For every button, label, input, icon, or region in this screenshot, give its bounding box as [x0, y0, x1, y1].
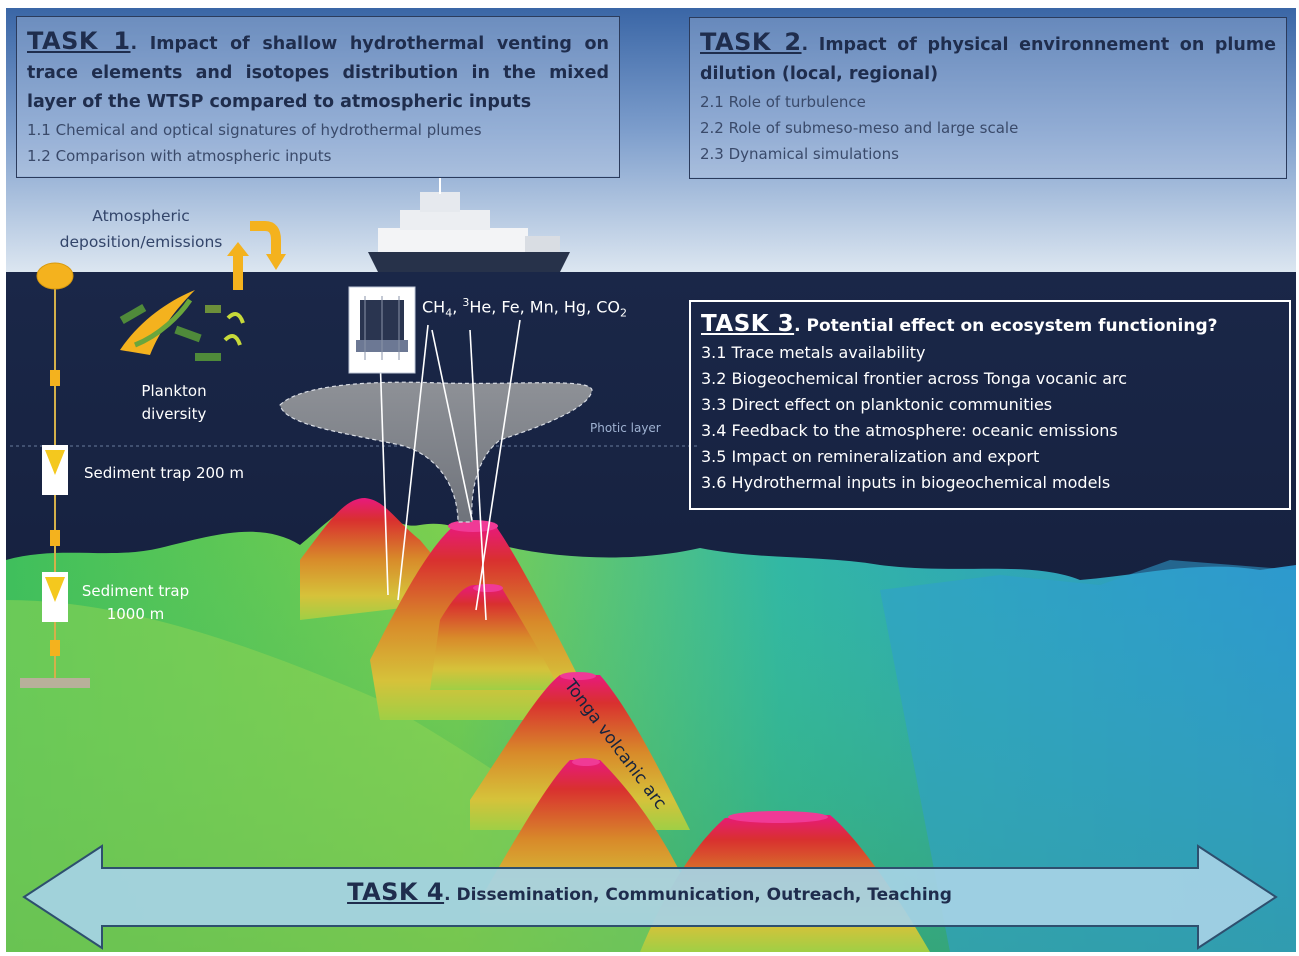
- task-1-heading: TASK 1. Impact of shallow hydrothermal v…: [27, 27, 609, 117]
- tracer-ch: CH: [422, 297, 446, 317]
- task-4-title: . Dissemination, Communication, Outreach…: [444, 885, 952, 905]
- sediment-trap-200-label: Sediment trap 200 m: [84, 464, 244, 482]
- plankton-label: Plankton diversity: [124, 380, 224, 426]
- tracer-co-sub: 2: [620, 306, 628, 320]
- atmospheric-label: Atmospheric deposition/emissions: [36, 203, 246, 255]
- task-3-item: 3.6 Hydrothermal inputs in biogeochemica…: [701, 473, 1111, 492]
- task-1-item: 1.2 Comparison with atmospheric inputs: [27, 147, 332, 165]
- task-2-item: 2.3 Dynamical simulations: [700, 145, 899, 163]
- task-4-number: TASK 4: [347, 878, 445, 906]
- task-3-title: . Potential effect on ecosystem function…: [794, 316, 1218, 336]
- tracer-ch-sub: 4: [445, 306, 453, 320]
- tracer-rest: He, Fe, Mn, Hg, CO: [469, 297, 621, 317]
- task-2-item: 2.1 Role of turbulence: [700, 93, 866, 111]
- plankton-label-line1: Plankton: [141, 382, 207, 400]
- sediment-trap-1000-line2: 1000 m: [106, 605, 165, 623]
- task-1-box: TASK 1. Impact of shallow hydrothermal v…: [16, 16, 620, 178]
- task-2-item: 2.2 Role of submeso-meso and large scale: [700, 119, 1019, 137]
- atmospheric-label-line2: deposition/emissions: [59, 233, 223, 251]
- task-3-heading: TASK 3. Potential effect on ecosystem fu…: [701, 310, 1279, 340]
- sediment-trap-1000-line1: Sediment trap: [81, 582, 190, 600]
- task-3-box: TASK 3. Potential effect on ecosystem fu…: [689, 300, 1291, 510]
- atmospheric-label-line1: Atmospheric: [92, 207, 190, 225]
- task-3-item: 3.5 Impact on remineralization and expor…: [701, 447, 1040, 466]
- task-4-label: TASK 4. Dissemination, Communication, Ou…: [0, 878, 1299, 906]
- task-2-title: . Impact of physical environnement on pl…: [700, 35, 1276, 84]
- photic-layer-label: Photic layer: [590, 421, 661, 435]
- task-2-number: TASK 2: [700, 28, 802, 56]
- sediment-trap-1000-label: Sediment trap 1000 m: [78, 580, 193, 626]
- task-3-number: TASK 3: [701, 311, 795, 337]
- task-1-item: 1.1 Chemical and optical signatures of h…: [27, 121, 482, 139]
- task-3-item: 3.3 Direct effect on planktonic communit…: [701, 395, 1053, 414]
- task-3-item: 3.1 Trace metals availability: [701, 343, 926, 362]
- tracers-label: CH4, 3He, Fe, Mn, Hg, CO2: [422, 296, 628, 320]
- plankton-label-line2: diversity: [141, 405, 207, 423]
- task-3-item: 3.2 Biogeochemical frontier across Tonga…: [701, 369, 1128, 388]
- task-3-item: 3.4 Feedback to the atmosphere: oceanic …: [701, 421, 1118, 440]
- task-1-title: . Impact of shallow hydrothermal venting…: [27, 34, 609, 112]
- task-1-number: TASK 1: [27, 27, 131, 55]
- task-2-box: TASK 2. Impact of physical environnement…: [689, 17, 1287, 179]
- task-2-heading: TASK 2. Impact of physical environnement…: [700, 28, 1276, 89]
- tracer-he-sup: 3: [462, 296, 470, 309]
